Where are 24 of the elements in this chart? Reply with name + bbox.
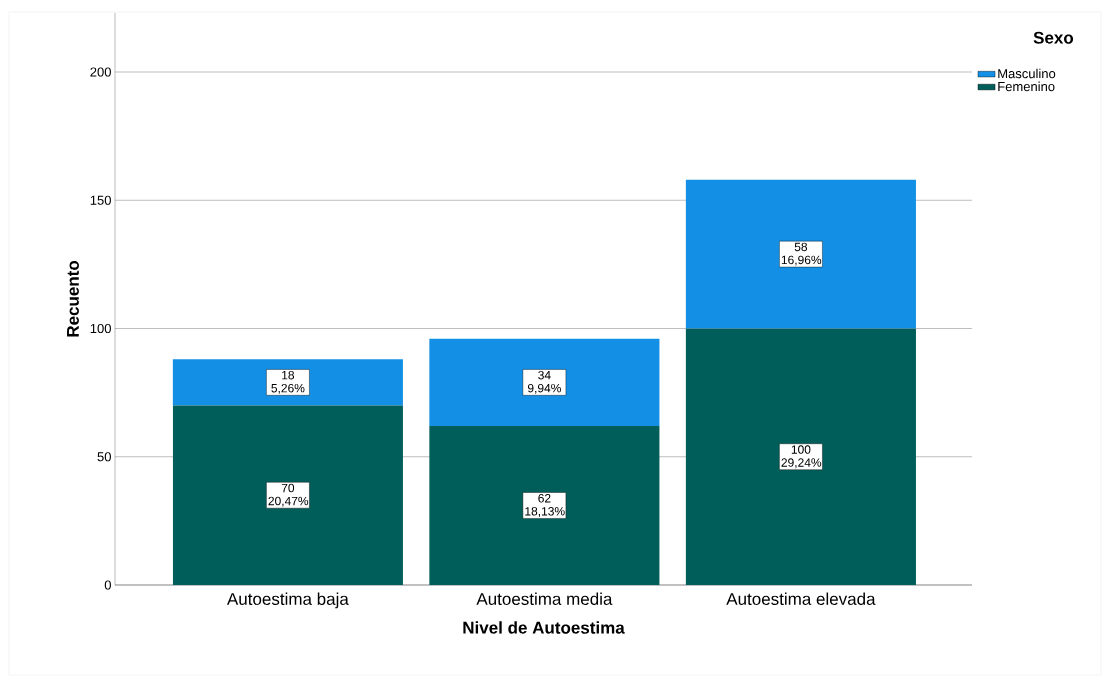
x-tick-label: Autoestima baja — [226, 592, 349, 609]
legend-title: Sexo — [1033, 31, 1074, 44]
bar — [172, 405, 403, 585]
x-tick-label: Autoestima elevada — [726, 592, 876, 606]
y-tick-label: 150 — [90, 195, 111, 205]
bar — [429, 425, 660, 585]
y-axis-title: Recuento — [67, 260, 79, 337]
x-tick-label: Autoestima media — [476, 592, 613, 606]
bar — [429, 338, 660, 426]
bar — [685, 328, 916, 585]
data-label: 18 5,26% — [271, 370, 305, 394]
x-axis-title: Nivel de Autoestima — [463, 621, 625, 634]
y-tick-label: 200 — [90, 67, 111, 77]
data-label: 70 20,47% — [268, 483, 309, 507]
bar — [685, 179, 916, 329]
data-label: 58 16,96% — [781, 242, 822, 266]
data-label: 100 29,24% — [781, 445, 822, 469]
data-label: 62 18,13% — [525, 494, 565, 517]
legend-label: Femenino — [998, 81, 1055, 92]
data-label: 34 9,94% — [527, 370, 561, 394]
y-tick-label: 100 — [90, 323, 111, 334]
legend-label: Masculino — [998, 68, 1056, 79]
y-tick-label: 0 — [104, 580, 111, 590]
y-tick-label: 50 — [97, 452, 111, 462]
